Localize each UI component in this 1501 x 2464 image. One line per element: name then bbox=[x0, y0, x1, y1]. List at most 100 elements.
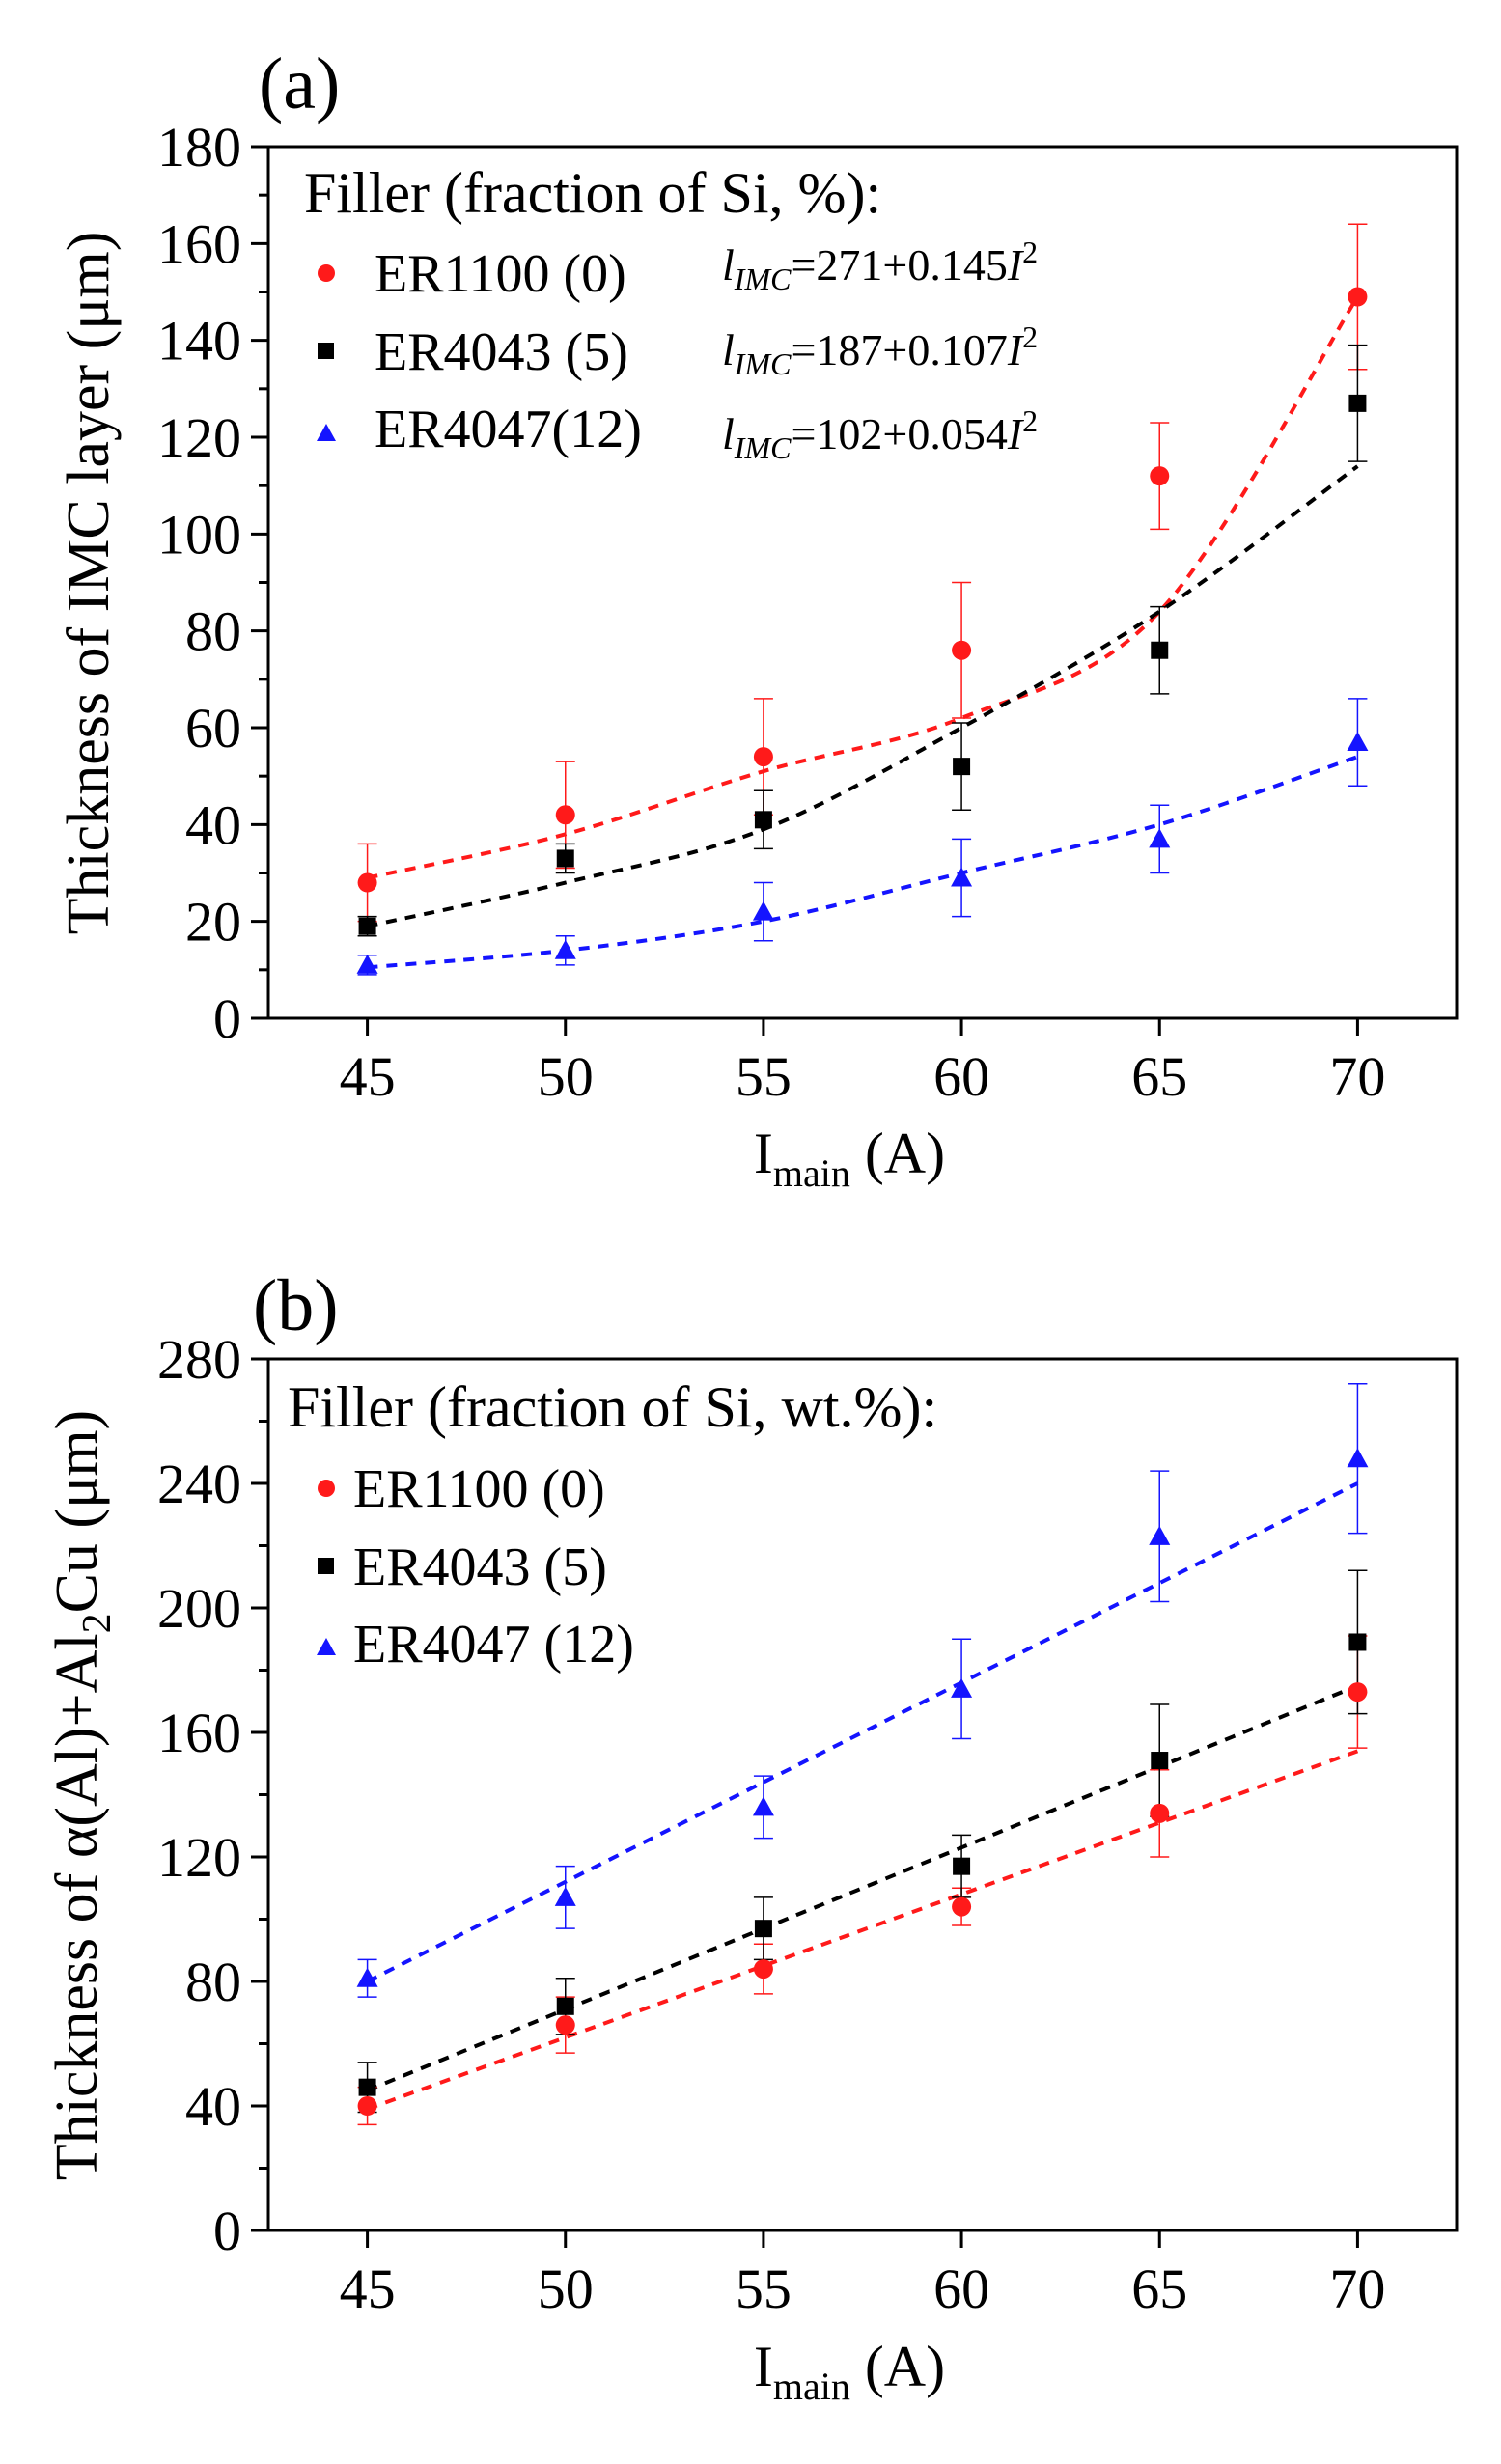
x-tick-label: 55 bbox=[736, 1045, 792, 1108]
panel-b: (b) 45 50 55 60 65 70 0 40 80 120 160 200 240 280 Ima… bbox=[44, 1265, 1459, 2408]
y-tick-label: 160 bbox=[157, 212, 241, 275]
panel-b-label: (b) bbox=[253, 1265, 339, 1346]
panel-b-legend: Filler (fraction of Si, wt.%): ER1100 (0… bbox=[288, 1375, 937, 1675]
point-er4047 bbox=[554, 1886, 576, 1906]
y-tick-label: 160 bbox=[157, 1702, 241, 1764]
y-tick-label: 120 bbox=[157, 1826, 241, 1889]
legend-marker-er1100 bbox=[318, 1480, 335, 1497]
point-er404712 bbox=[554, 939, 576, 959]
point-er404712 bbox=[951, 867, 973, 887]
point-er1100 bbox=[1348, 287, 1368, 307]
point-er4043 bbox=[1348, 1633, 1367, 1651]
y-tick-label: 40 bbox=[185, 793, 241, 856]
y-tick-label: 180 bbox=[157, 116, 241, 179]
y-tick-label: 80 bbox=[185, 600, 241, 663]
panel-a: (a) 45 50 55 60 65 70 0 20 40 60 80 100 120 140 160 180… bbox=[56, 43, 1459, 1195]
panel-a-x-axis-label: Imain (A) bbox=[754, 1121, 945, 1195]
panel-a-y-axis-label: Thickness of IMC layer (μm) bbox=[56, 232, 122, 935]
x-tick-label: 45 bbox=[340, 2257, 396, 2320]
y-tick-label: 0 bbox=[213, 987, 241, 1050]
panel-a-error-bars bbox=[357, 223, 1368, 976]
y-tick-label: 20 bbox=[185, 891, 241, 954]
point-er1100 bbox=[952, 640, 972, 660]
point-er4043 bbox=[754, 1920, 772, 1938]
point-er4043 bbox=[1151, 641, 1169, 659]
panel-a-data-points bbox=[356, 287, 1369, 974]
point-er4047 bbox=[356, 1967, 378, 1987]
point-er1100 bbox=[555, 805, 575, 825]
legend-marker-er4043 bbox=[318, 343, 334, 359]
point-er404712 bbox=[752, 900, 774, 921]
point-er4047 bbox=[1347, 1448, 1369, 1468]
x-tick-label: 65 bbox=[1131, 1045, 1187, 1108]
x-tick-label: 70 bbox=[1329, 1045, 1385, 1108]
y-tick-label: 60 bbox=[185, 697, 241, 760]
fit-equation-er4043: lIMC=187+0.107I2 bbox=[722, 319, 1038, 381]
legend-marker-er1100 bbox=[318, 264, 335, 282]
point-er1100 bbox=[555, 2015, 575, 2035]
y-tick-label: 100 bbox=[157, 503, 241, 566]
x-tick-label: 50 bbox=[538, 2257, 594, 2320]
fit-line-er1100 bbox=[367, 295, 1360, 880]
panel-a-fit-lines bbox=[367, 295, 1360, 970]
x-tick-label: 60 bbox=[933, 1045, 989, 1108]
fit-equation-er4047: lIMC=102+0.054I2 bbox=[722, 403, 1038, 465]
panel-a-ticks: 45 50 55 60 65 70 0 20 40 60 80 100 120 140 160 180 bbox=[157, 116, 1385, 1108]
legend-label-er1100: ER1100 (0) bbox=[353, 1459, 605, 1519]
y-tick-label: 80 bbox=[185, 1951, 241, 2013]
point-er1100 bbox=[1150, 1803, 1170, 1823]
legend-label-er4043: ER4043 (5) bbox=[353, 1537, 607, 1597]
point-er4043 bbox=[1151, 1752, 1169, 1770]
point-er1100 bbox=[1150, 466, 1170, 486]
panel-a-legend: Filler (fraction of Si, %): ER1100 (0) E… bbox=[304, 161, 1038, 465]
fit-line-er4043 bbox=[366, 1683, 1359, 2092]
point-er4043 bbox=[556, 1997, 574, 2015]
point-er4047 bbox=[1149, 1525, 1171, 1545]
x-tick-label: 50 bbox=[538, 1045, 594, 1108]
point-er4043 bbox=[1348, 394, 1367, 412]
y-tick-label: 120 bbox=[157, 406, 241, 469]
y-tick-label: 240 bbox=[157, 1453, 241, 1515]
point-er1100 bbox=[753, 1959, 773, 1980]
panel-b-ticks: 45 50 55 60 65 70 0 40 80 120 160 200 240 280 bbox=[157, 1328, 1385, 2320]
legend-marker-er4047 bbox=[317, 424, 336, 441]
panel-a-label: (a) bbox=[259, 43, 340, 125]
point-er4043 bbox=[358, 2078, 376, 2096]
legend-label-er4047: ER4047 (12) bbox=[353, 1615, 634, 1675]
panel-b-y-axis-label: Thickness of α(Al)+Al2Cu (μm) bbox=[44, 1410, 120, 2180]
legend-marker-er4047 bbox=[317, 1638, 336, 1655]
point-er1100 bbox=[1348, 1682, 1368, 1703]
point-er4043 bbox=[358, 917, 376, 935]
y-tick-label: 40 bbox=[185, 2075, 241, 2138]
x-tick-label: 65 bbox=[1131, 2257, 1187, 2320]
point-er4043 bbox=[754, 811, 772, 829]
panel-b-legend-title: Filler (fraction of Si, wt.%): bbox=[288, 1375, 937, 1439]
legend-marker-er4043 bbox=[318, 1558, 334, 1574]
y-tick-label: 200 bbox=[157, 1577, 241, 1640]
legend-label-er1100: ER1100 (0) bbox=[375, 244, 626, 304]
point-er1100 bbox=[357, 2096, 377, 2116]
panel-a-legend-title: Filler (fraction of Si, %): bbox=[304, 161, 881, 225]
point-er404712 bbox=[356, 954, 378, 974]
point-er4043 bbox=[556, 849, 574, 868]
legend-label-er4043: ER4043 (5) bbox=[375, 322, 628, 382]
point-er1100 bbox=[952, 1896, 972, 1917]
fit-line-er4043 bbox=[367, 464, 1359, 928]
point-er404712 bbox=[1347, 732, 1369, 752]
y-tick-label: 280 bbox=[157, 1328, 241, 1391]
x-tick-label: 60 bbox=[933, 2257, 989, 2320]
fit-line-er404712 bbox=[367, 755, 1359, 970]
point-er4043 bbox=[953, 1857, 971, 1875]
point-er4043 bbox=[953, 758, 971, 776]
point-er4047 bbox=[752, 1796, 774, 1816]
panel-b-x-axis-label: Imain (A) bbox=[754, 2335, 945, 2408]
panel-b-data-points bbox=[356, 1448, 1369, 2116]
panel-b-fit-lines bbox=[366, 1481, 1359, 2112]
legend-label-er4047: ER4047(12) bbox=[375, 400, 642, 459]
y-tick-label: 140 bbox=[157, 310, 241, 373]
fit-line-er1100 bbox=[366, 1749, 1359, 2112]
point-er1100 bbox=[753, 747, 773, 767]
point-er404712 bbox=[1149, 828, 1171, 848]
fit-equation-er1100: lIMC=271+0.145I2 bbox=[722, 235, 1038, 296]
